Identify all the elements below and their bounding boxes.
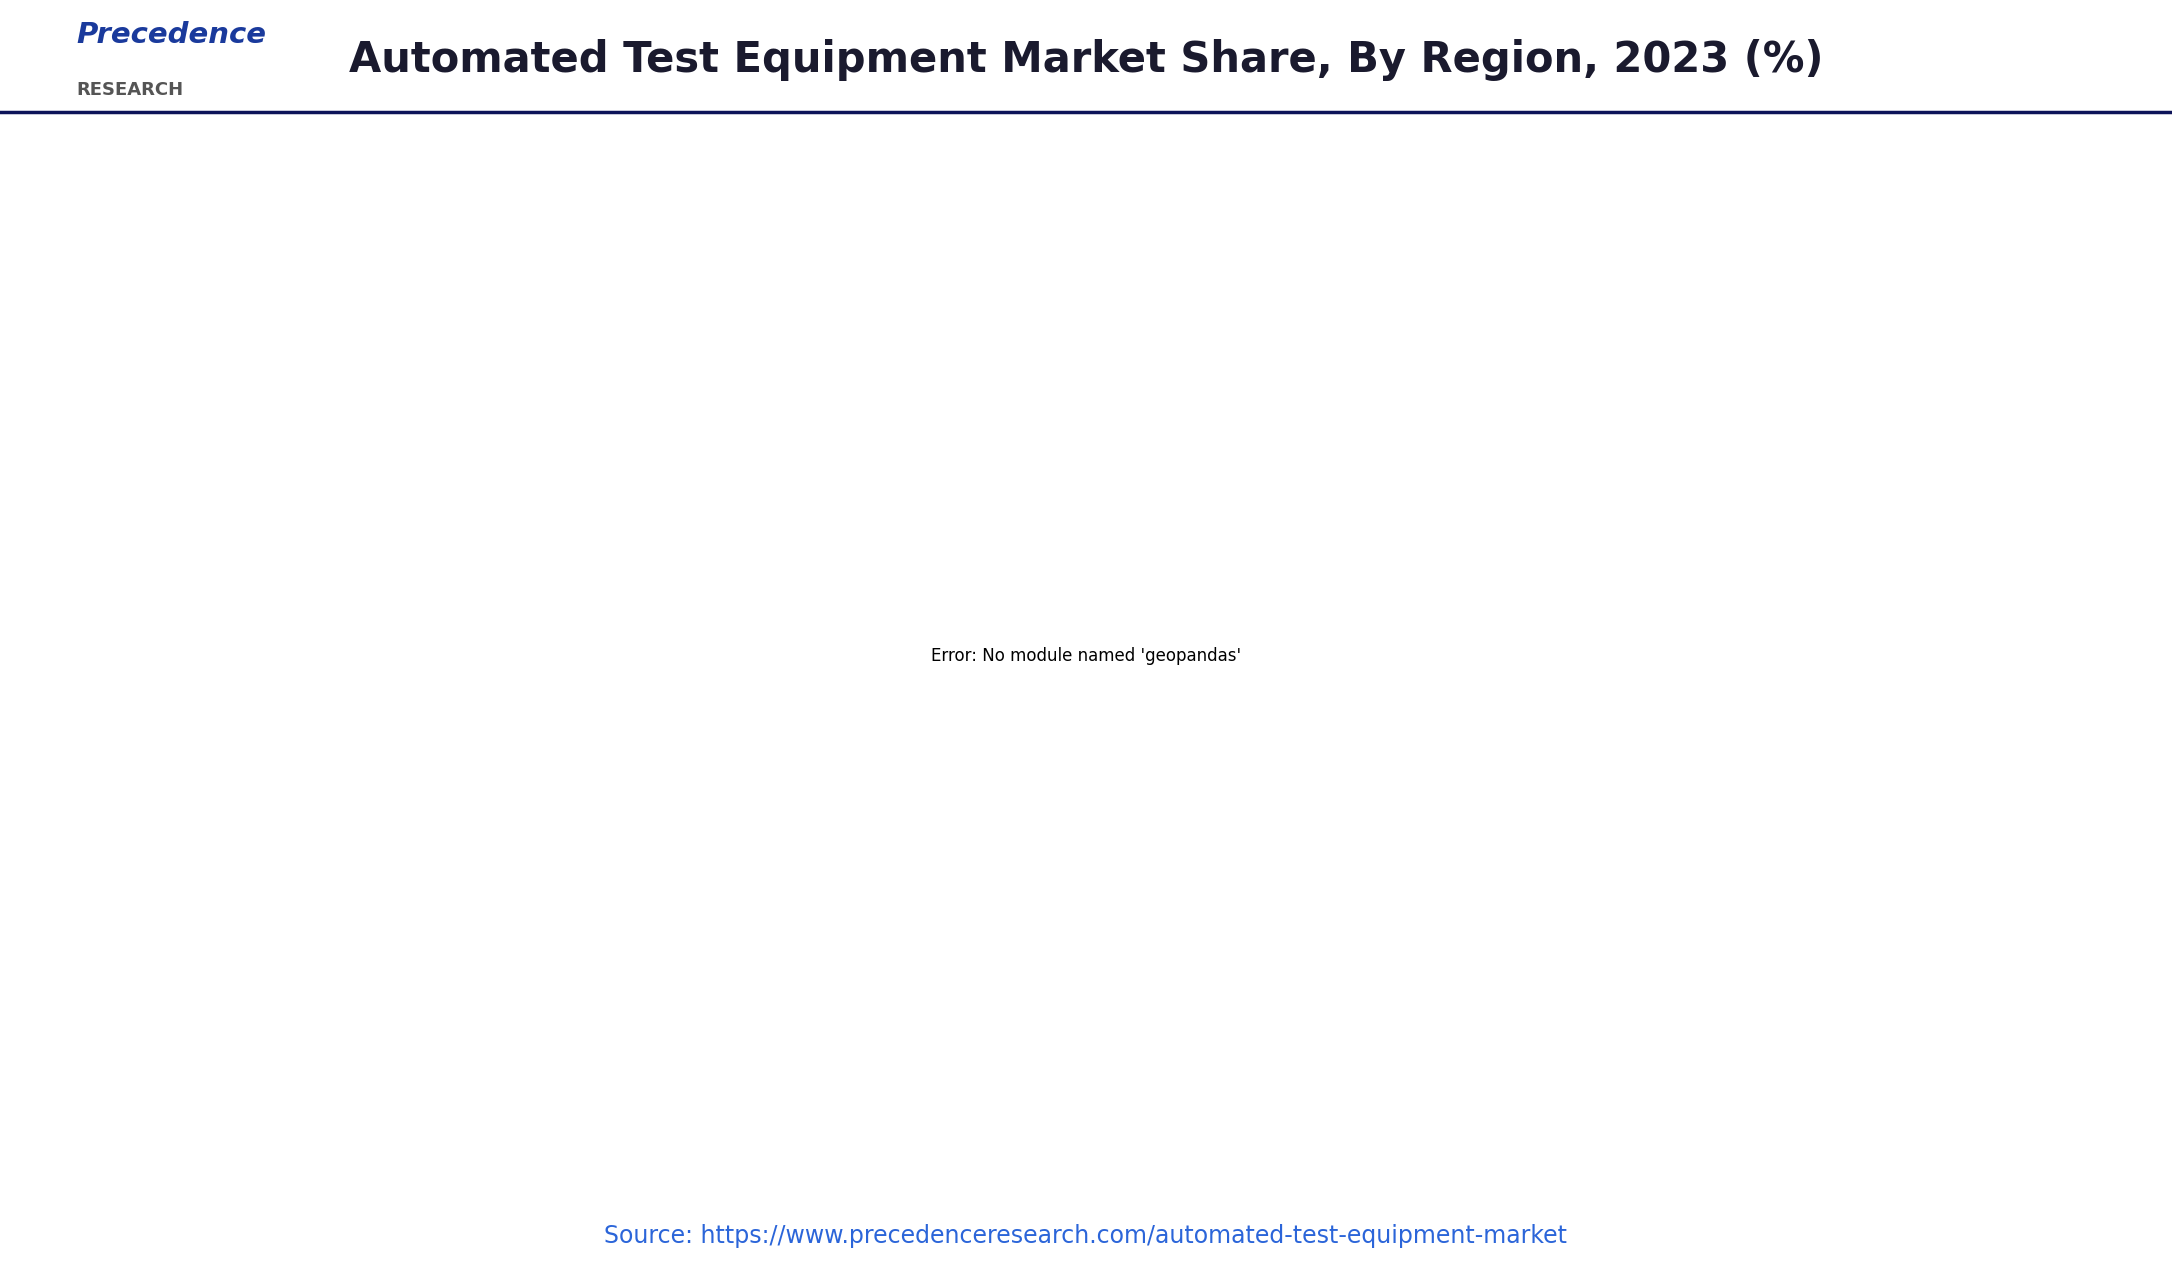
- Text: RESEARCH: RESEARCH: [76, 81, 182, 99]
- Text: Precedence: Precedence: [76, 21, 265, 49]
- Text: Automated Test Equipment Market Share, By Region, 2023 (%): Automated Test Equipment Market Share, B…: [350, 39, 1822, 81]
- Text: Error: No module named 'geopandas': Error: No module named 'geopandas': [932, 647, 1240, 665]
- Text: Source: https://www.precedenceresearch.com/automated-test-equipment-market: Source: https://www.precedenceresearch.c…: [604, 1224, 1568, 1249]
